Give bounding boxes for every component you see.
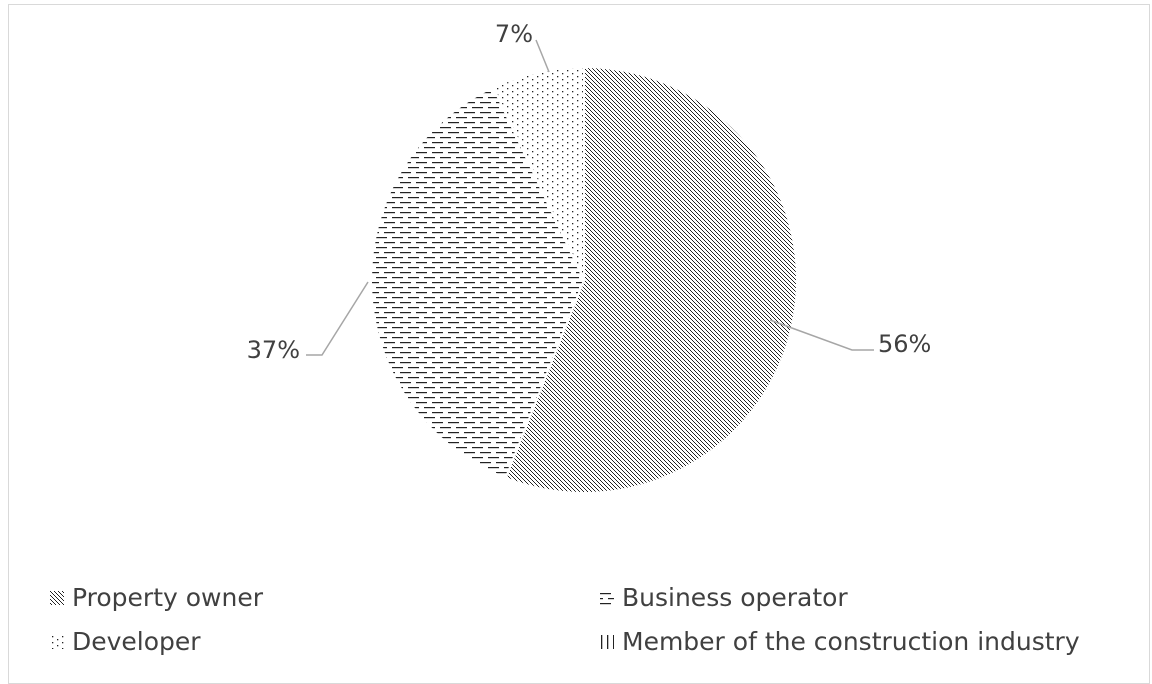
legend-label: Developer — [72, 627, 201, 656]
legend-item-developer: Developer — [50, 627, 201, 656]
pattern-swatch-icon — [600, 634, 614, 649]
legend-item-business-operator: Business operator — [600, 583, 848, 612]
legend-label: Business operator — [622, 583, 848, 612]
leader-line — [306, 281, 369, 356]
data-label-property-owner: 56% — [878, 330, 931, 358]
legend-label: Property owner — [72, 583, 263, 612]
pattern-swatch-icon — [600, 590, 614, 605]
legend-item-property-owner: Property owner — [50, 583, 263, 612]
data-label-business-operator: 37% — [247, 336, 300, 364]
legend-label: Member of the construction industry — [622, 627, 1080, 656]
pattern-swatch-icon — [50, 634, 64, 649]
pattern-swatch-icon — [50, 590, 64, 605]
leader-line — [769, 319, 874, 351]
leader-line — [535, 39, 550, 73]
legend-item-member-construction-industry: Member of the construction industry — [600, 627, 1080, 656]
data-label-developer: 7% — [495, 20, 533, 48]
pie-slice-property-owner — [504, 65, 798, 494]
pie-slice-developer — [491, 65, 585, 281]
pie-slice-business-operator — [370, 85, 586, 480]
